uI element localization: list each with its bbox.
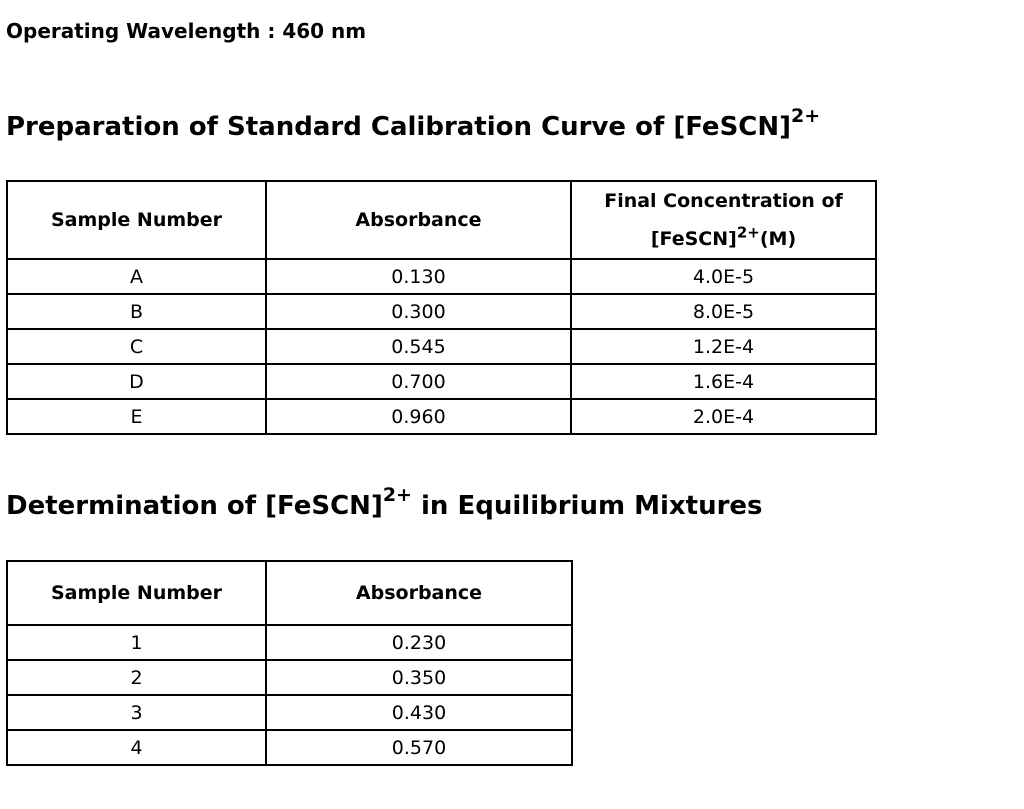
- sample-cell: E: [6, 398, 267, 435]
- concentration-cell: 4.0E-5: [570, 258, 877, 295]
- absorbance-cell: 0.230: [265, 624, 573, 661]
- header-conc-unit: (M): [759, 228, 797, 250]
- calibration-header-row: Sample Number Absorbance Final Concentra…: [6, 180, 877, 260]
- header-conc-line1: Final Concentration of: [604, 190, 843, 212]
- equilibrium-header-row: Sample Number Absorbance: [6, 560, 573, 626]
- equilibrium-heading-charge: 2+: [382, 484, 412, 507]
- table-row: 4 0.570: [6, 729, 573, 766]
- table-row: D 0.700 1.6E-4: [6, 363, 877, 400]
- calibration-heading-text: Preparation of Standard Calibration Curv…: [6, 112, 792, 142]
- sample-cell: C: [6, 328, 267, 365]
- absorbance-cell: 0.545: [265, 328, 572, 365]
- sample-cell: 4: [6, 729, 267, 766]
- equilibrium-table: Sample Number Absorbance 1 0.230 2 0.350…: [6, 560, 573, 766]
- sample-cell: B: [6, 293, 267, 330]
- absorbance-cell: 0.430: [265, 694, 573, 731]
- concentration-cell: 1.6E-4: [570, 363, 877, 400]
- operating-wavelength: Operating Wavelength : 460 nm: [6, 19, 367, 43]
- table-row: C 0.545 1.2E-4: [6, 328, 877, 365]
- absorbance-cell: 0.350: [265, 659, 573, 696]
- header-sample-number: Sample Number: [6, 560, 267, 626]
- table-row: E 0.960 2.0E-4: [6, 398, 877, 435]
- sample-cell: 2: [6, 659, 267, 696]
- table-row: 2 0.350: [6, 659, 573, 696]
- table-row: 3 0.430: [6, 694, 573, 731]
- header-conc-species: [FeSCN]: [650, 228, 737, 250]
- absorbance-cell: 0.960: [265, 398, 572, 435]
- equilibrium-heading-post: in Equilibrium Mixtures: [411, 491, 763, 521]
- calibration-heading-charge: 2+: [791, 105, 821, 128]
- equilibrium-heading: Determination of [FeSCN]2+ in Equilibriu…: [6, 486, 763, 521]
- equilibrium-heading-pre: Determination of [FeSCN]: [6, 491, 383, 521]
- concentration-cell: 1.2E-4: [570, 328, 877, 365]
- absorbance-cell: 0.570: [265, 729, 573, 766]
- absorbance-cell: 0.300: [265, 293, 572, 330]
- header-conc-charge: 2+: [736, 223, 760, 242]
- table-row: A 0.130 4.0E-5: [6, 258, 877, 295]
- sample-cell: D: [6, 363, 267, 400]
- header-absorbance: Absorbance: [265, 560, 573, 626]
- table-row: B 0.300 8.0E-5: [6, 293, 877, 330]
- sample-cell: 3: [6, 694, 267, 731]
- absorbance-cell: 0.700: [265, 363, 572, 400]
- concentration-cell: 8.0E-5: [570, 293, 877, 330]
- absorbance-cell: 0.130: [265, 258, 572, 295]
- header-absorbance: Absorbance: [265, 180, 572, 260]
- sample-cell: A: [6, 258, 267, 295]
- header-sample-number: Sample Number: [6, 180, 267, 260]
- header-final-concentration: Final Concentration of [FeSCN]2+(M): [570, 180, 877, 260]
- calibration-heading: Preparation of Standard Calibration Curv…: [6, 107, 820, 142]
- concentration-cell: 2.0E-4: [570, 398, 877, 435]
- table-row: 1 0.230: [6, 624, 573, 661]
- sample-cell: 1: [6, 624, 267, 661]
- calibration-table: Sample Number Absorbance Final Concentra…: [6, 180, 877, 435]
